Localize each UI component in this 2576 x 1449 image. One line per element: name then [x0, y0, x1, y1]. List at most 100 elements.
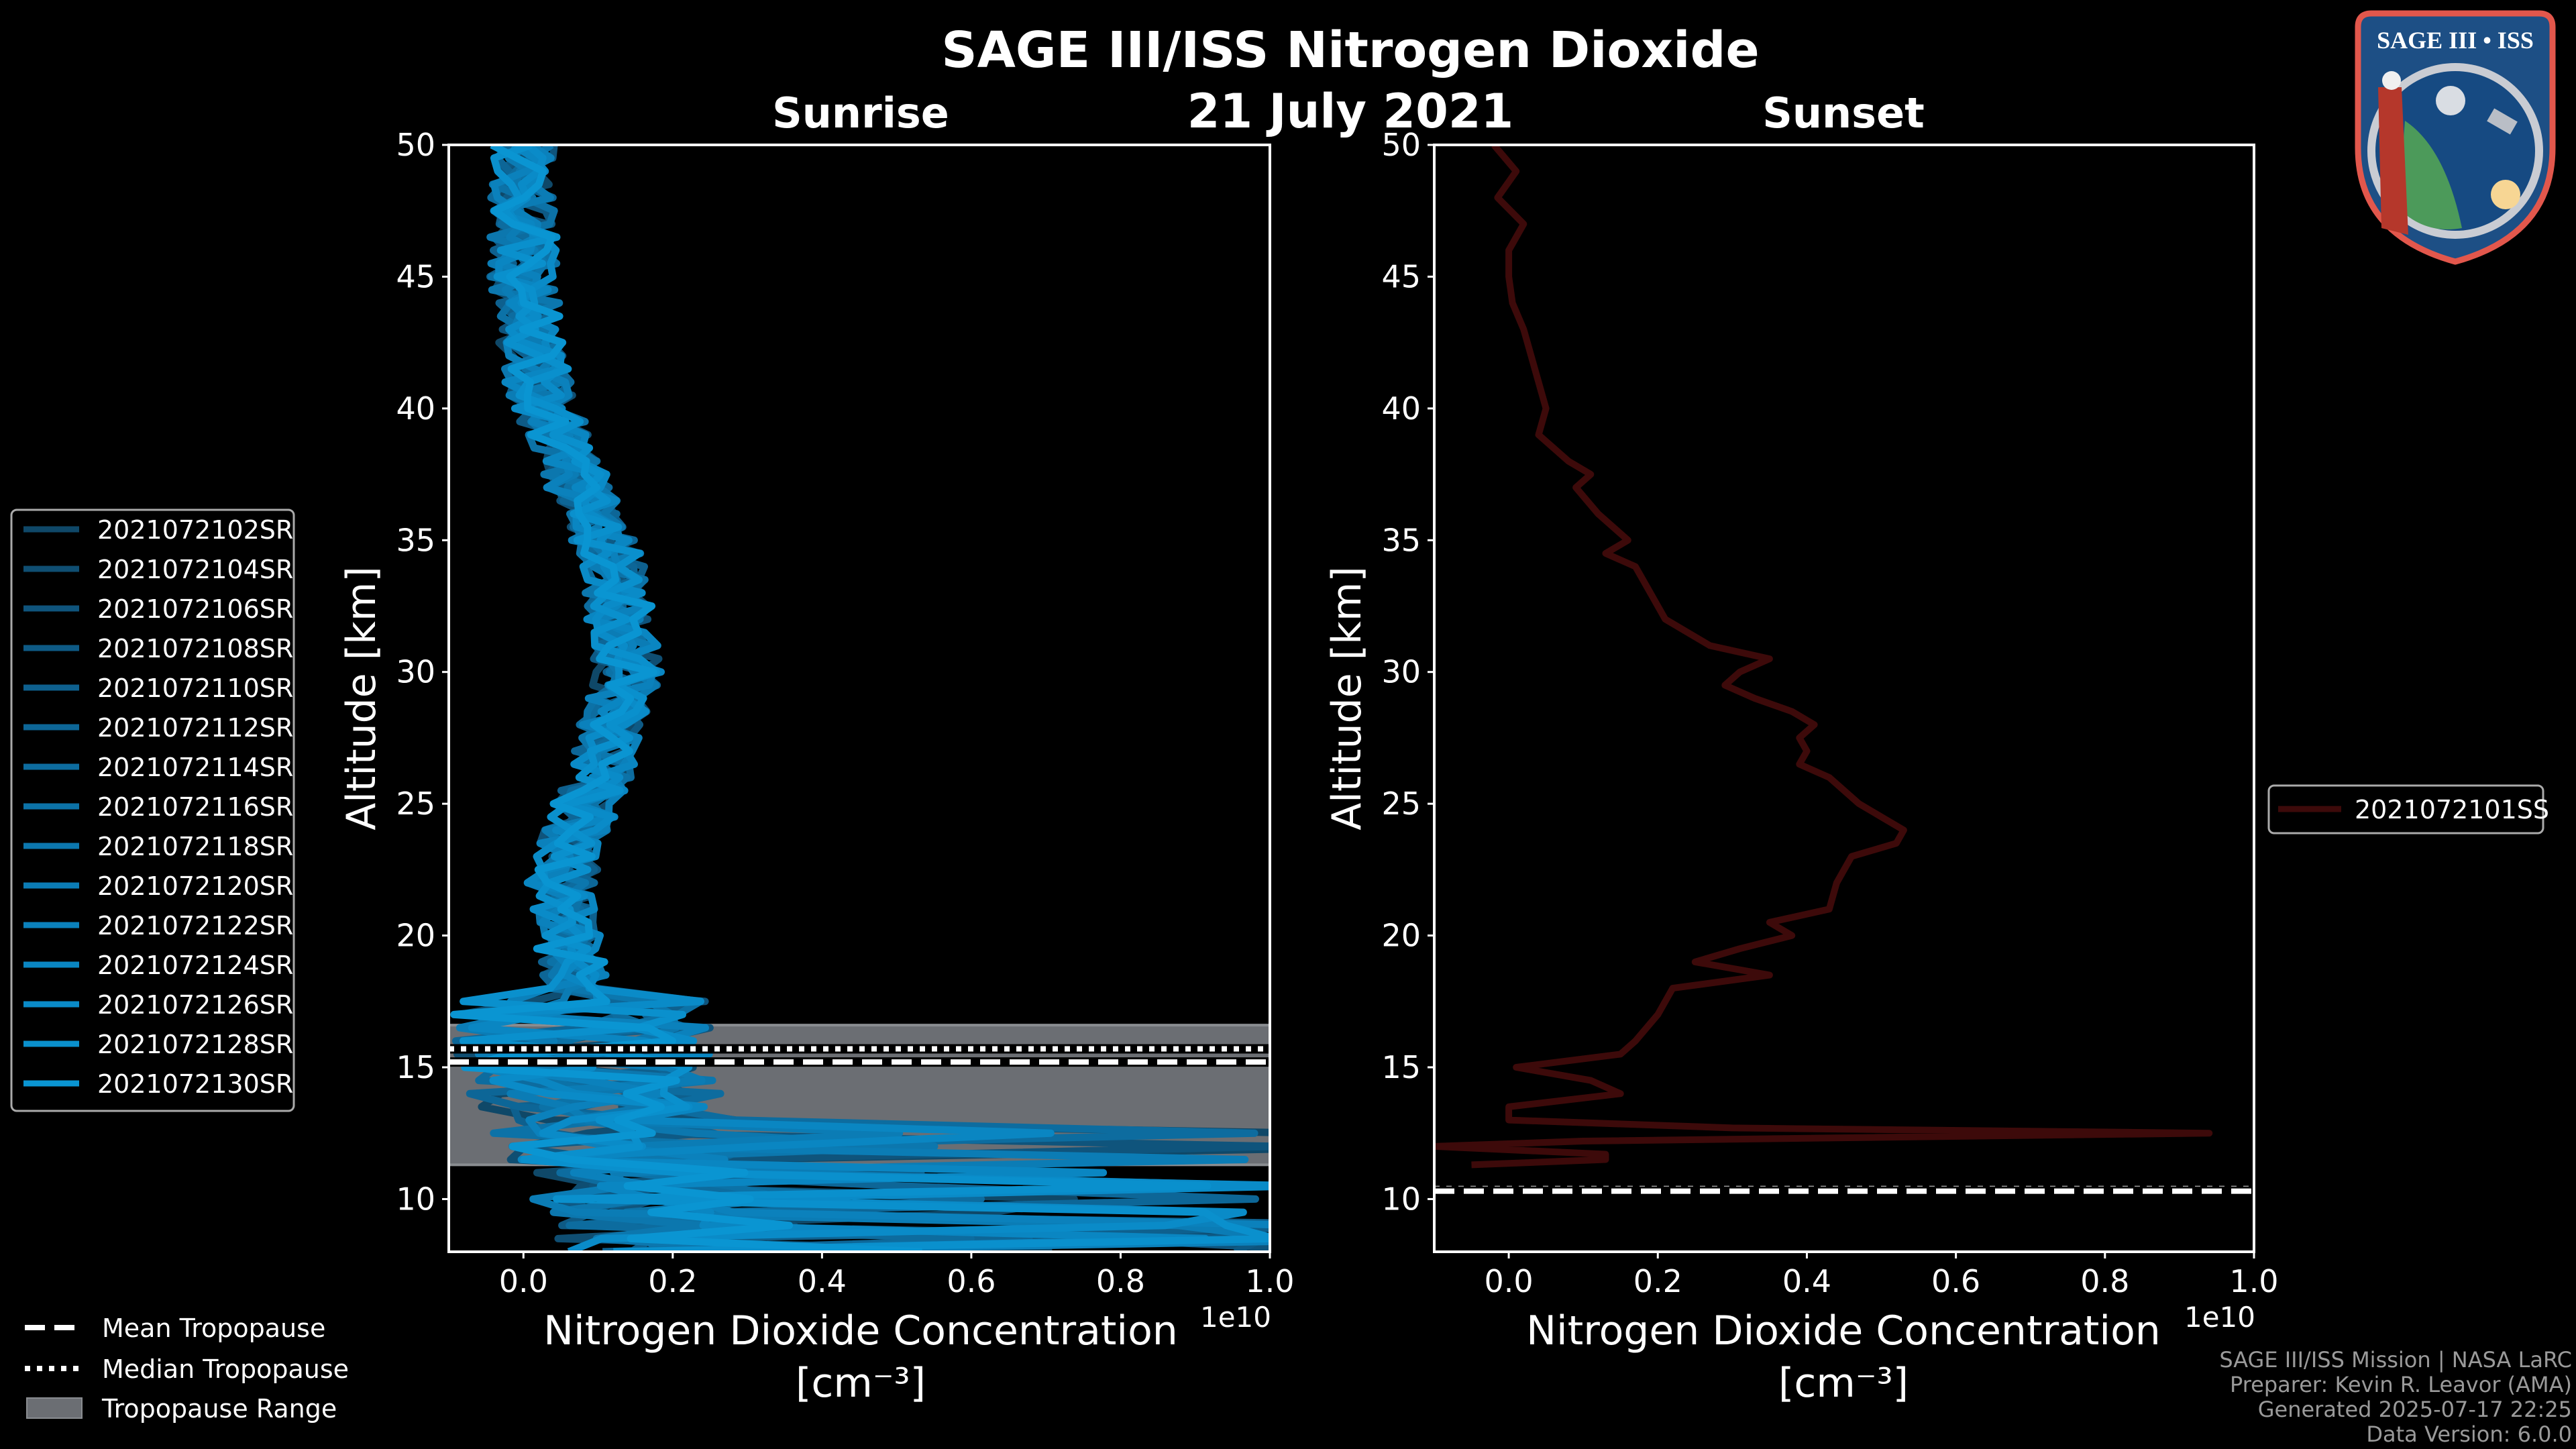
legend-label: 2021072108SR [97, 634, 293, 663]
y-tick-label: 10 [396, 1181, 435, 1217]
x-tick-label: 0.2 [1633, 1263, 1682, 1299]
legend-label: 2021072110SR [97, 674, 293, 703]
legend-item: 2021072126SR [23, 990, 293, 1020]
legend-item: 2021072102SR [23, 515, 293, 545]
wizard-beard-icon [2382, 71, 2401, 90]
tropopause-legend: Mean Tropopause Median Tropopause Tropop… [25, 1313, 349, 1424]
y-tick-label: 30 [1381, 654, 1421, 690]
footer-mission: SAGE III/ISS Mission | NASA LaRC [2219, 1347, 2572, 1373]
x-tick-label: 0.0 [1485, 1263, 1534, 1299]
y-tick-label: 30 [396, 654, 435, 690]
x-tick-label: 0.4 [1782, 1263, 1831, 1299]
y-tick-label: 20 [1381, 918, 1421, 954]
tropopause-range-swatch [26, 1397, 83, 1419]
sage-iii-iss-logo: SAGE III • ISS [2355, 10, 2556, 265]
legend-label: 2021072116SR [97, 792, 293, 822]
footer: SAGE III/ISS Mission | NASA LaRC Prepare… [2219, 1347, 2572, 1447]
legend-item: 2021072118SR [23, 832, 293, 861]
plot-area [449, 145, 1270, 1252]
x-tick-label: 0.8 [1096, 1263, 1145, 1299]
legend-label: 2021072112SR [97, 713, 293, 743]
y-tick-label: 20 [396, 918, 435, 954]
iss-icon [2487, 108, 2518, 135]
x-offset-text: 1e10 [2184, 1301, 2255, 1334]
x-tick-label: 0.4 [798, 1263, 847, 1299]
legend-label: 2021072128SR [97, 1030, 293, 1059]
figure-date: 21 July 2021 [1187, 84, 1513, 139]
sunset-panel: Sunset 10 15 20 25 30 35 40 45 50 0.0 0.2 0.4 0.6 0.8 1… [1324, 89, 2549, 1407]
y-tick-label: 25 [396, 786, 435, 822]
sunset-legend: 2021072101SS [2267, 784, 2549, 835]
legend-item: 2021072108SR [23, 634, 293, 663]
legend-item: 2021072114SR [23, 753, 293, 782]
legend-item: 2021072124SR [23, 951, 293, 980]
figure-title: SAGE III/ISS Nitrogen Dioxide [941, 21, 1759, 79]
panel-title: Sunrise [772, 89, 949, 138]
y-tick-label: 40 [1381, 390, 1421, 427]
axes-frame [447, 144, 1271, 1253]
x-axis-units: [cm⁻³] [796, 1360, 926, 1407]
x-axis-units: [cm⁻³] [1778, 1360, 1909, 1407]
legend-item: 2021072116SR [23, 792, 293, 822]
legend-item: 2021072110SR [23, 674, 293, 703]
legend-item: 2021072112SR [23, 713, 293, 743]
median-tropopause-label: Median Tropopause [102, 1354, 349, 1384]
logo-title: SAGE III • ISS [2377, 27, 2534, 54]
x-offset-text: 1e10 [1200, 1301, 1271, 1334]
legend-label: 2021072106SR [97, 594, 293, 624]
y-tick-label: 45 [1381, 258, 1421, 294]
y-tick-label: 50 [396, 127, 435, 163]
legend-label: 2021072130SR [97, 1069, 293, 1099]
y-tick-label: 45 [396, 258, 435, 294]
x-tick-label: 1.0 [1245, 1263, 1294, 1299]
y-tick-label: 40 [396, 390, 435, 427]
legend-item: 2021072130SR [23, 1069, 293, 1099]
legend-item: 2021072106SR [23, 594, 293, 624]
x-tick-label: 0.8 [2080, 1263, 2129, 1299]
legend-item: 2021072122SR [23, 911, 293, 941]
sunrise-legend: 2021072102SR 2021072104SR 2021072106SR 2021… [10, 508, 295, 1112]
footer-data-version: Data Version: 6.0.0 [2366, 1421, 2572, 1447]
x-tick-label: 0.0 [499, 1263, 548, 1299]
y-tick-label: 35 [1381, 522, 1421, 558]
y-tick-label: 35 [396, 522, 435, 558]
earth-icon [2398, 121, 2462, 229]
y-tick-label: 15 [1381, 1049, 1421, 1085]
y-tick-label: 50 [1381, 127, 1421, 163]
legend-frame [2267, 784, 2544, 835]
axes-frame [1433, 144, 2255, 1253]
legend-label: 2021072120SR [97, 871, 293, 901]
legend-item: 2021072120SR [23, 871, 293, 901]
sunrise-panel: Sunrise 10 15 20 25 30 35 40 45 50 0.0 0.2 0.4 0.6 0.8… [10, 89, 1295, 1407]
mean-tropopause-label: Mean Tropopause [102, 1313, 325, 1343]
footer-generated: Generated 2025-07-17 22:25 [2258, 1397, 2572, 1422]
panel-title: Sunset [1762, 89, 1925, 138]
sun-icon [2491, 180, 2520, 209]
tropopause-range-label: Tropopause Range [101, 1394, 337, 1424]
legend-label: 2021072101SS [2355, 795, 2549, 824]
legend-label: 2021072124SR [97, 951, 293, 980]
y-tick-label: 10 [1381, 1181, 1421, 1217]
panels: Sunrise 10 15 20 25 30 35 40 45 50 0.0 0.2 0.4 0.6 0.8… [10, 89, 2549, 1407]
sunrise-profile-line-2021072128SR [459, 145, 1270, 1252]
x-tick-label: 0.6 [1931, 1263, 1980, 1299]
legend-item: 2021072128SR [23, 1030, 293, 1059]
x-axis-label: Nitrogen Dioxide Concentration [1526, 1307, 2161, 1354]
x-axis-label: Nitrogen Dioxide Concentration [543, 1307, 1178, 1354]
legend-item: 2021072104SR [23, 555, 293, 584]
legend-label: 2021072122SR [97, 911, 293, 941]
footer-preparer: Preparer: Kevin R. Leavor (AMA) [2230, 1372, 2572, 1397]
legend-label: 2021072104SR [97, 555, 293, 584]
x-tick-label: 0.2 [648, 1263, 697, 1299]
y-tick-label: 15 [396, 1049, 435, 1085]
legend-label: 2021072102SR [97, 515, 293, 545]
x-tick-label: 1.0 [2229, 1263, 2278, 1299]
sunrise-profile-line-2021072130SR [450, 145, 922, 1252]
moon-icon [2436, 86, 2465, 115]
x-tick-label: 0.6 [947, 1263, 996, 1299]
plot-area [1434, 145, 2254, 1196]
legend-frame [10, 508, 295, 1112]
y-axis-label: Altitude [km] [338, 566, 385, 830]
